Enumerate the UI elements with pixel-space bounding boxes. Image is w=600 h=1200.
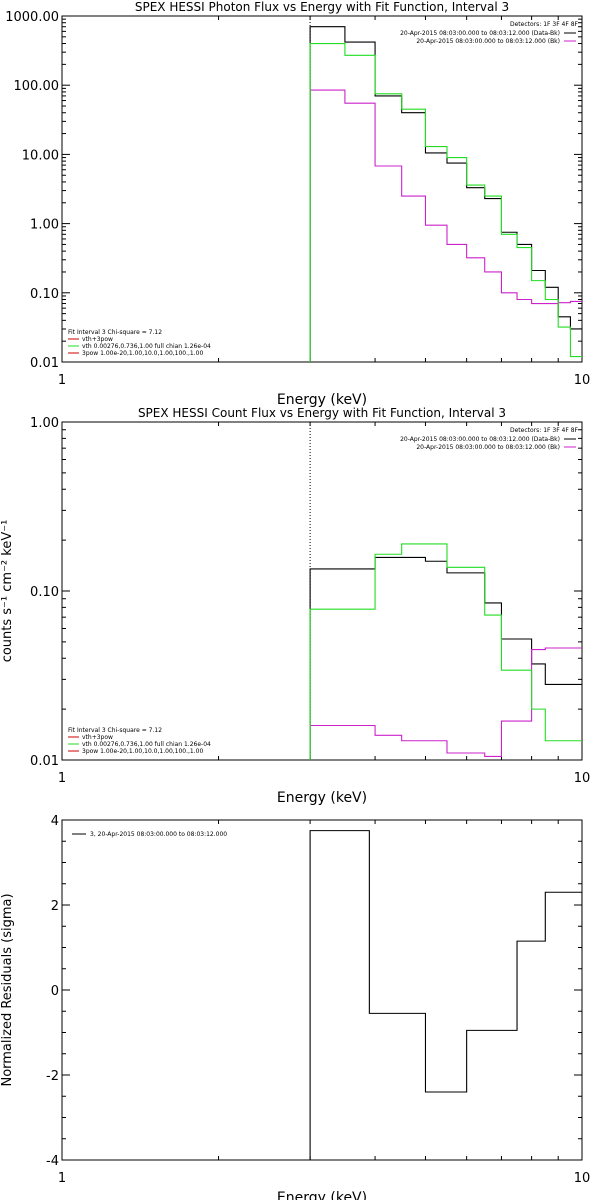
- y-tick-label: 0.10: [30, 585, 59, 600]
- x-axis-label: Energy (keV): [277, 790, 367, 806]
- plot-frame: [61, 819, 583, 1161]
- y-tick-label: 0: [51, 984, 59, 999]
- y-axis-label: counts s⁻¹ cm⁻² keV⁻¹: [0, 520, 15, 663]
- y-tick-label: 1.00: [30, 416, 59, 431]
- y-tick-label: 100.00: [14, 79, 60, 94]
- legend-detectors: Detectors: 1F 3F 4F 8F: [510, 427, 579, 434]
- plot-area: [309, 830, 582, 1160]
- chart-panel-3: 1 10 -4 -2 0 2 4 Energy (keV) Normalized Residua…: [0, 814, 590, 1200]
- x-axis-label: Energy (keV): [277, 392, 367, 408]
- series-3-20-apr-2015-08-03-00-000-to-08-03-12-000: [309, 830, 582, 1160]
- x-tick-label: 10: [574, 373, 591, 388]
- legend-entry: vth 0.00276,0.736,1.00 full chian 1.26e-…: [82, 741, 211, 748]
- series-vth-3pow: [309, 42, 582, 362]
- legend-entry: 3pow 1.00e-20,1.00,10.0,1.00,100.,1.00: [82, 350, 203, 357]
- legend-entry: Fit Interval 3 Chi-square = 7.12: [68, 727, 162, 734]
- legend-entry: 20-Apr-2015 08:03:00.000 to 08:03:12.000…: [400, 30, 560, 37]
- plot-area: [309, 422, 582, 760]
- y-tick-label: 0.01: [30, 356, 59, 371]
- y-tick-label: 1.00: [30, 218, 59, 233]
- x-tick-label: 10: [574, 771, 591, 786]
- series-bk: [309, 647, 582, 760]
- y-tick-label: 2: [51, 899, 59, 914]
- y-tick-label: 10.00: [22, 148, 59, 163]
- y-tick-label: -4: [46, 1154, 59, 1169]
- legend-detectors: Detectors: 1F 3F 4F 8F: [510, 21, 579, 28]
- legend-entry: 20-Apr-2015 08:03:00.000 to 08:03:12.000…: [416, 38, 560, 45]
- legend-entry: vth+3pow: [82, 336, 113, 343]
- x-tick-label: 10: [574, 1171, 591, 1186]
- y-axis-label: Normalized Residuals (sigma): [0, 893, 15, 1086]
- chart-title: SPEX HESSI Photon Flux vs Energy with Fi…: [135, 0, 509, 14]
- legend-entry: vth 0.00276,0.736,1.00 full chian 1.26e-…: [82, 343, 211, 350]
- x-tick-label: 1: [58, 373, 66, 388]
- y-tick-label: 4: [51, 814, 59, 829]
- x-tick-label: 1: [58, 771, 66, 786]
- legend-entry: 20-Apr-2015 08:03:00.000 to 08:03:12.000…: [416, 444, 560, 451]
- plot-frame: [61, 15, 583, 363]
- y-tick-label: 0.01: [30, 754, 59, 769]
- plot-area: [309, 16, 582, 362]
- legend-entry: 3pow 1.00e-20,1.00,10.0,1.00,100.,1.00: [82, 748, 203, 755]
- series-vth-3pow: [309, 543, 582, 760]
- plot-frame: [61, 421, 583, 761]
- y-tick-label: 0.10: [30, 287, 59, 302]
- legend-entry: Fit Interval 3 Chi-square = 7.12: [68, 329, 162, 336]
- x-tick-label: 1: [58, 1171, 66, 1186]
- chart-panel-2: 1 10 0.01 0.10 1.00 SPEX HESSI Count Flux vs …: [0, 406, 590, 806]
- legend-entry: 20-Apr-2015 08:03:00.000 to 08:03:12.000…: [400, 436, 560, 443]
- series-data-bk: [309, 26, 582, 362]
- y-tick-label: -2: [46, 1069, 59, 1084]
- legend-entry: 3, 20-Apr-2015 08:03:00.000 to 08:03:12.…: [90, 831, 227, 838]
- y-tick-label: 1000.00: [5, 10, 59, 25]
- chart-title: SPEX HESSI Count Flux vs Energy with Fit…: [138, 406, 506, 420]
- chart-panel-1: 1 10 0.01 0.10 1.00 10.00 100.00 1000.00 SPEX HE…: [5, 0, 590, 408]
- series-bk: [309, 89, 582, 362]
- legend-entry: vth+3pow: [82, 734, 113, 741]
- x-axis-label: Energy (keV): [277, 1190, 367, 1200]
- series-data-bk: [309, 556, 582, 760]
